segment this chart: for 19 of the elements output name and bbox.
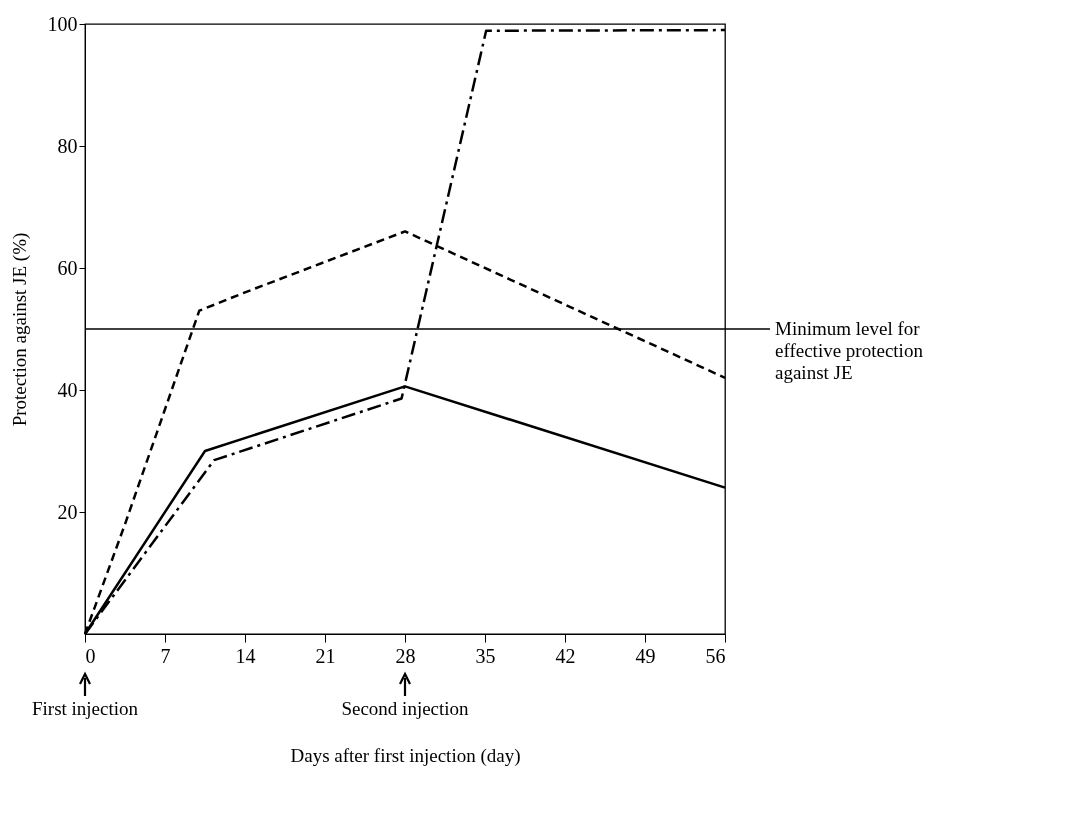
y-tick-label: 60 <box>57 256 78 279</box>
y-tick-label: 40 <box>57 378 78 401</box>
y-axis-title: Protection against JE (%) <box>8 232 31 427</box>
y-tick-label: 100 <box>47 12 78 35</box>
y-tick-label: 20 <box>57 500 78 523</box>
text: First injection <box>31 698 139 719</box>
x-tick-label: 7 <box>160 644 171 667</box>
x-tick-label: 0 <box>85 644 96 667</box>
y-tick-label: 80 <box>57 134 78 157</box>
x-tick-label: 42 <box>555 644 576 667</box>
text: Second injection <box>341 698 470 719</box>
x-tick-label: 35 <box>475 644 496 667</box>
x-tick-label: 21 <box>315 644 336 667</box>
x-axis-title: Days after first injection (day) <box>290 744 521 767</box>
x-tick-label: 49 <box>635 644 656 667</box>
x-tick-label: 28 <box>395 644 416 667</box>
x-tick-label: 56 <box>705 644 726 667</box>
x-tick-label: 14 <box>235 644 256 667</box>
ref-line-label: Minimum level for effective protection against JE <box>775 318 924 383</box>
